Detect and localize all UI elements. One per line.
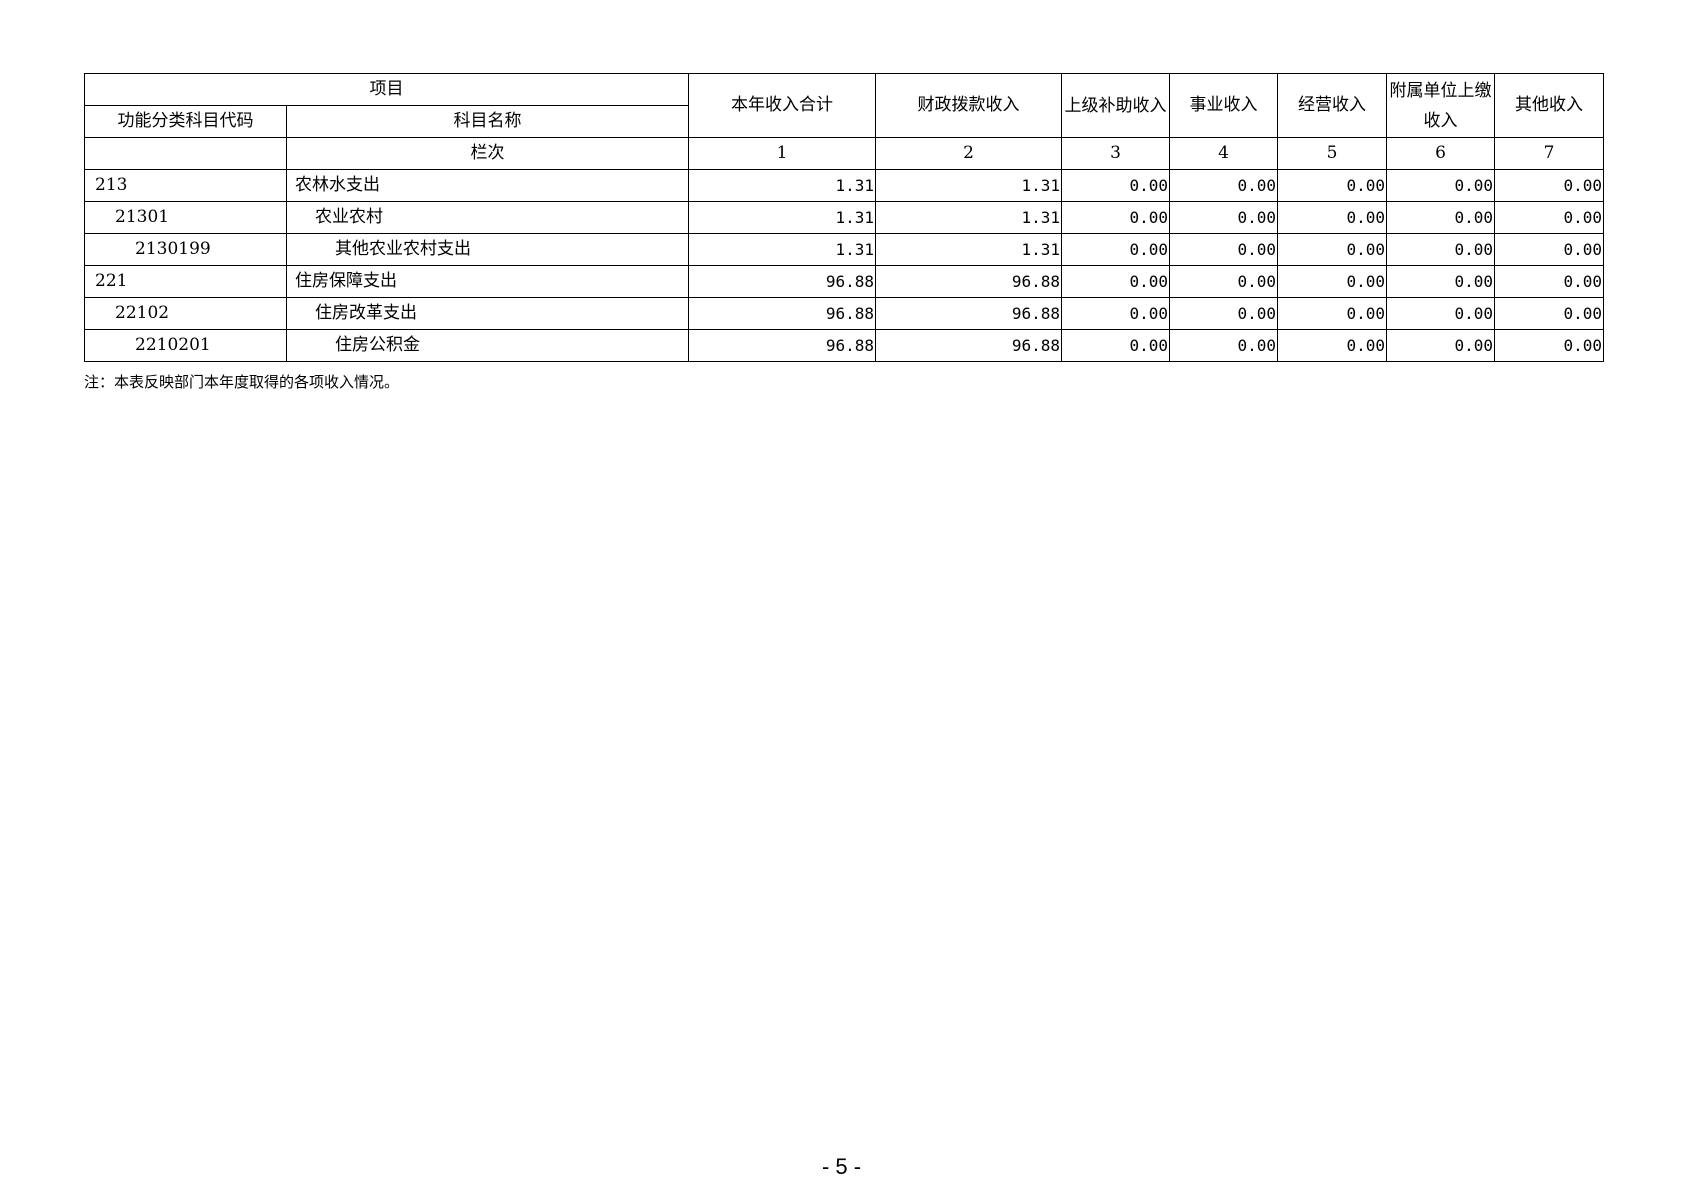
table-row: 213 农林水支出 1.31 1.31 0.00 0.00 0.00 0.00 0.00 [84, 169, 1604, 202]
row-value: 96.88 [875, 329, 1062, 362]
row-value: 0.00 [1061, 297, 1170, 330]
income-table: 项目 本年收入合计 财政拨款收入 上级补助收入 事业收入 经营收入 附属单位上缴… [84, 73, 1604, 362]
row-value: 0.00 [1494, 329, 1604, 362]
row-value: 96.88 [688, 297, 876, 330]
row-code: 22102 [84, 297, 287, 330]
row-name: 其他农业农村支出 [286, 233, 689, 266]
row-value: 0.00 [1061, 233, 1170, 266]
row-value: 96.88 [875, 265, 1062, 298]
header-col-1: 本年收入合计 [688, 73, 876, 138]
row-value: 0.00 [1494, 201, 1604, 234]
row-value: 0.00 [1386, 201, 1495, 234]
row-code: 221 [84, 265, 287, 298]
row-value: 0.00 [1277, 233, 1387, 266]
row-name: 住房保障支出 [286, 265, 689, 298]
column-no: 5 [1277, 137, 1387, 170]
row-name: 住房改革支出 [286, 297, 689, 330]
row-value: 0.00 [1277, 169, 1387, 202]
row-value: 1.31 [688, 169, 876, 202]
row-value: 0.00 [1169, 233, 1278, 266]
row-value: 0.00 [1277, 201, 1387, 234]
column-no-label: 栏次 [286, 137, 689, 170]
row-value: 96.88 [688, 265, 876, 298]
row-value: 0.00 [1494, 233, 1604, 266]
header-col-5: 经营收入 [1277, 73, 1387, 138]
row-value: 1.31 [688, 201, 876, 234]
header-name: 科目名称 [286, 105, 689, 138]
row-value: 0.00 [1061, 169, 1170, 202]
row-value: 0.00 [1277, 297, 1387, 330]
header-col-2: 财政拨款收入 [875, 73, 1062, 138]
column-no: 7 [1494, 137, 1604, 170]
row-value: 0.00 [1494, 265, 1604, 298]
row-value: 1.31 [875, 233, 1062, 266]
row-value: 0.00 [1494, 169, 1604, 202]
row-value: 0.00 [1386, 265, 1495, 298]
table-note: 注：本表反映部门本年度取得的各项收入情况。 [84, 373, 400, 391]
row-value: 0.00 [1061, 201, 1170, 234]
row-name: 农业农村 [286, 201, 689, 234]
row-code: 2210201 [84, 329, 287, 362]
row-name: 住房公积金 [286, 329, 689, 362]
header-col-7: 其他收入 [1494, 73, 1604, 138]
column-no-blank [84, 137, 287, 170]
table-row: 21301 农业农村 1.31 1.31 0.00 0.00 0.00 0.00 0.00 [84, 201, 1604, 234]
page-number: - 5 - [821, 1154, 862, 1179]
row-value: 0.00 [1169, 201, 1278, 234]
row-value: 1.31 [875, 201, 1062, 234]
header-project: 项目 [84, 73, 689, 106]
row-value: 0.00 [1169, 329, 1278, 362]
row-value: 0.00 [1169, 297, 1278, 330]
row-value: 0.00 [1386, 169, 1495, 202]
row-value: 0.00 [1386, 329, 1495, 362]
row-value: 0.00 [1386, 233, 1495, 266]
row-value: 0.00 [1169, 169, 1278, 202]
table-row: 2130199 其他农业农村支出 1.31 1.31 0.00 0.00 0.00 0.00 0… [84, 233, 1604, 266]
column-no: 2 [875, 137, 1062, 170]
row-value: 0.00 [1277, 329, 1387, 362]
row-value: 96.88 [875, 297, 1062, 330]
row-value: 96.88 [688, 329, 876, 362]
column-no: 1 [688, 137, 876, 170]
row-name: 农林水支出 [286, 169, 689, 202]
header-col-6: 附属单位上缴收入 [1386, 73, 1495, 138]
column-no: 6 [1386, 137, 1495, 170]
row-value: 0.00 [1061, 265, 1170, 298]
row-value: 1.31 [875, 169, 1062, 202]
row-code: 213 [84, 169, 287, 202]
row-code: 2130199 [84, 233, 287, 266]
row-value: 0.00 [1386, 297, 1495, 330]
row-value: 0.00 [1277, 265, 1387, 298]
header-col-3: 上级补助收入 [1061, 73, 1170, 138]
row-value: 1.31 [688, 233, 876, 266]
table-row: 2210201 住房公积金 96.88 96.88 0.00 0.00 0.00 0.00 0.… [84, 329, 1604, 362]
header-code: 功能分类科目代码 [84, 105, 287, 138]
row-value: 0.00 [1061, 329, 1170, 362]
column-no: 4 [1169, 137, 1278, 170]
row-value: 0.00 [1169, 265, 1278, 298]
row-value: 0.00 [1494, 297, 1604, 330]
table-row: 221 住房保障支出 96.88 96.88 0.00 0.00 0.00 0.00 0.00 [84, 265, 1604, 298]
header-col-4: 事业收入 [1169, 73, 1278, 138]
row-code: 21301 [84, 201, 287, 234]
table-row: 22102 住房改革支出 96.88 96.88 0.00 0.00 0.00 0.00 0.0… [84, 297, 1604, 330]
column-no: 3 [1061, 137, 1170, 170]
